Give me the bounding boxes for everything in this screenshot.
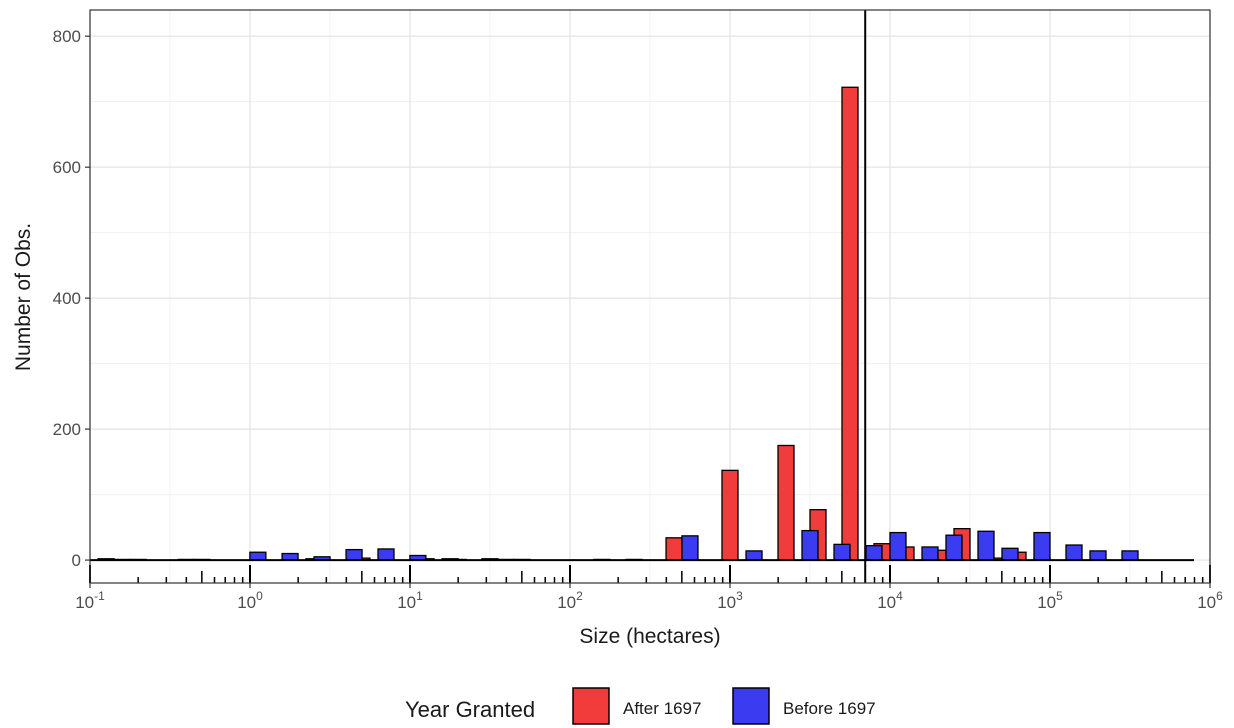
y-tick-label: 800 <box>53 27 81 46</box>
x-tick-label: 101 <box>397 589 423 612</box>
x-axis: 10-1 100 101 102 103 104 105 106 <box>75 583 1223 612</box>
x-tick-label: 105 <box>1037 589 1063 612</box>
bar-before-1697 <box>681 535 699 561</box>
rug-ticks <box>89 565 1211 583</box>
x-tick-label: 106 <box>1197 589 1223 612</box>
bar-after-1697 <box>841 86 859 561</box>
bar-after-1697 <box>777 444 795 561</box>
legend: Year Granted After 1697 Before 1697 <box>405 687 876 725</box>
bar-after-1697 <box>721 469 739 561</box>
bar-before-1697 <box>1033 531 1051 561</box>
legend-swatch-before-1697 <box>732 687 770 725</box>
bar-before-1697 <box>801 529 819 561</box>
y-axis: 0 200 400 600 800 <box>53 27 90 570</box>
legend-label-after-1697: After 1697 <box>623 699 701 718</box>
legend-label-before-1697: Before 1697 <box>783 699 876 718</box>
bar-before-1697 <box>977 530 995 561</box>
y-tick-label: 200 <box>53 420 81 439</box>
y-tick-label: 400 <box>53 289 81 308</box>
bar-before-1697 <box>1065 544 1083 561</box>
bar-before-1697 <box>865 545 883 561</box>
x-tick-label: 104 <box>877 589 903 612</box>
bar-before-1697 <box>921 546 939 561</box>
bar-before-1697 <box>1001 547 1019 561</box>
legend-swatch-after-1697 <box>572 687 610 725</box>
legend-title: Year Granted <box>405 697 535 722</box>
x-tick-label: 102 <box>557 589 583 612</box>
bar-before-1697 <box>1121 550 1139 561</box>
bar-before-1697 <box>833 543 851 561</box>
bar-before-1697 <box>1089 550 1107 561</box>
x-tick-label: 103 <box>717 589 743 612</box>
grid-lines <box>89 10 1211 583</box>
bar-after-1697 <box>665 537 683 561</box>
panel-border <box>89 9 1211 584</box>
bar-before-1697 <box>745 550 763 561</box>
x-tick-label: 100 <box>237 589 263 612</box>
y-axis-title: Number of Obs. <box>12 223 35 371</box>
y-tick-label: 0 <box>72 551 81 570</box>
x-tick-label: 10-1 <box>75 589 105 612</box>
bars <box>97 86 1139 561</box>
x-axis-title: Size (hectares) <box>579 625 720 648</box>
y-tick-label: 600 <box>53 158 81 177</box>
bar-before-1697 <box>945 534 963 561</box>
bar-before-1697 <box>889 531 907 561</box>
bar-before-1697 <box>377 548 395 561</box>
bar-before-1697 <box>345 548 363 561</box>
bar-before-1697 <box>249 551 267 561</box>
